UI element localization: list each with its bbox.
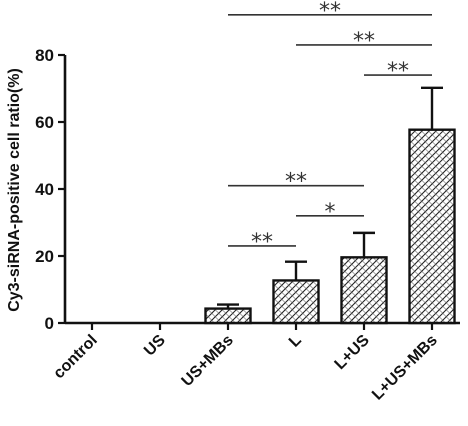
- y-tick-label: 60: [35, 113, 54, 132]
- y-axis: 0 20 40 60 80: [35, 46, 67, 333]
- bar: [408, 128, 456, 325]
- bars: [204, 128, 456, 325]
- bar: [204, 307, 252, 325]
- significance-label: **: [285, 170, 307, 195]
- x-tick-label: US+MBs: [179, 332, 237, 390]
- error-bars: [217, 86, 443, 309]
- x-tick-label: US: [141, 332, 169, 360]
- y-axis-label: Cy3-siRNA-positive cell ratio(%): [6, 68, 23, 312]
- y-tick-label: 40: [35, 180, 54, 199]
- x-tick-label: control: [50, 332, 100, 382]
- x-axis: control US US+MBs L L+USL+US+MBs: [50, 321, 460, 404]
- x-tick-label: L+US+MBs: [369, 332, 441, 404]
- x-tick-label: L: [286, 332, 305, 351]
- significance-label: **: [353, 29, 375, 54]
- y-tick-label: 20: [35, 247, 54, 266]
- significance-label: **: [387, 59, 409, 84]
- significance-label: *: [325, 200, 336, 225]
- bar: [272, 279, 320, 325]
- y-tick-label: 0: [45, 314, 54, 333]
- y-tick-label: 80: [35, 46, 54, 65]
- x-tick-label: L+US: [332, 332, 373, 373]
- bar: [340, 256, 388, 325]
- significance-label: **: [319, 0, 341, 24]
- significance-label: **: [251, 230, 273, 255]
- significance-markers: ***********: [228, 0, 432, 255]
